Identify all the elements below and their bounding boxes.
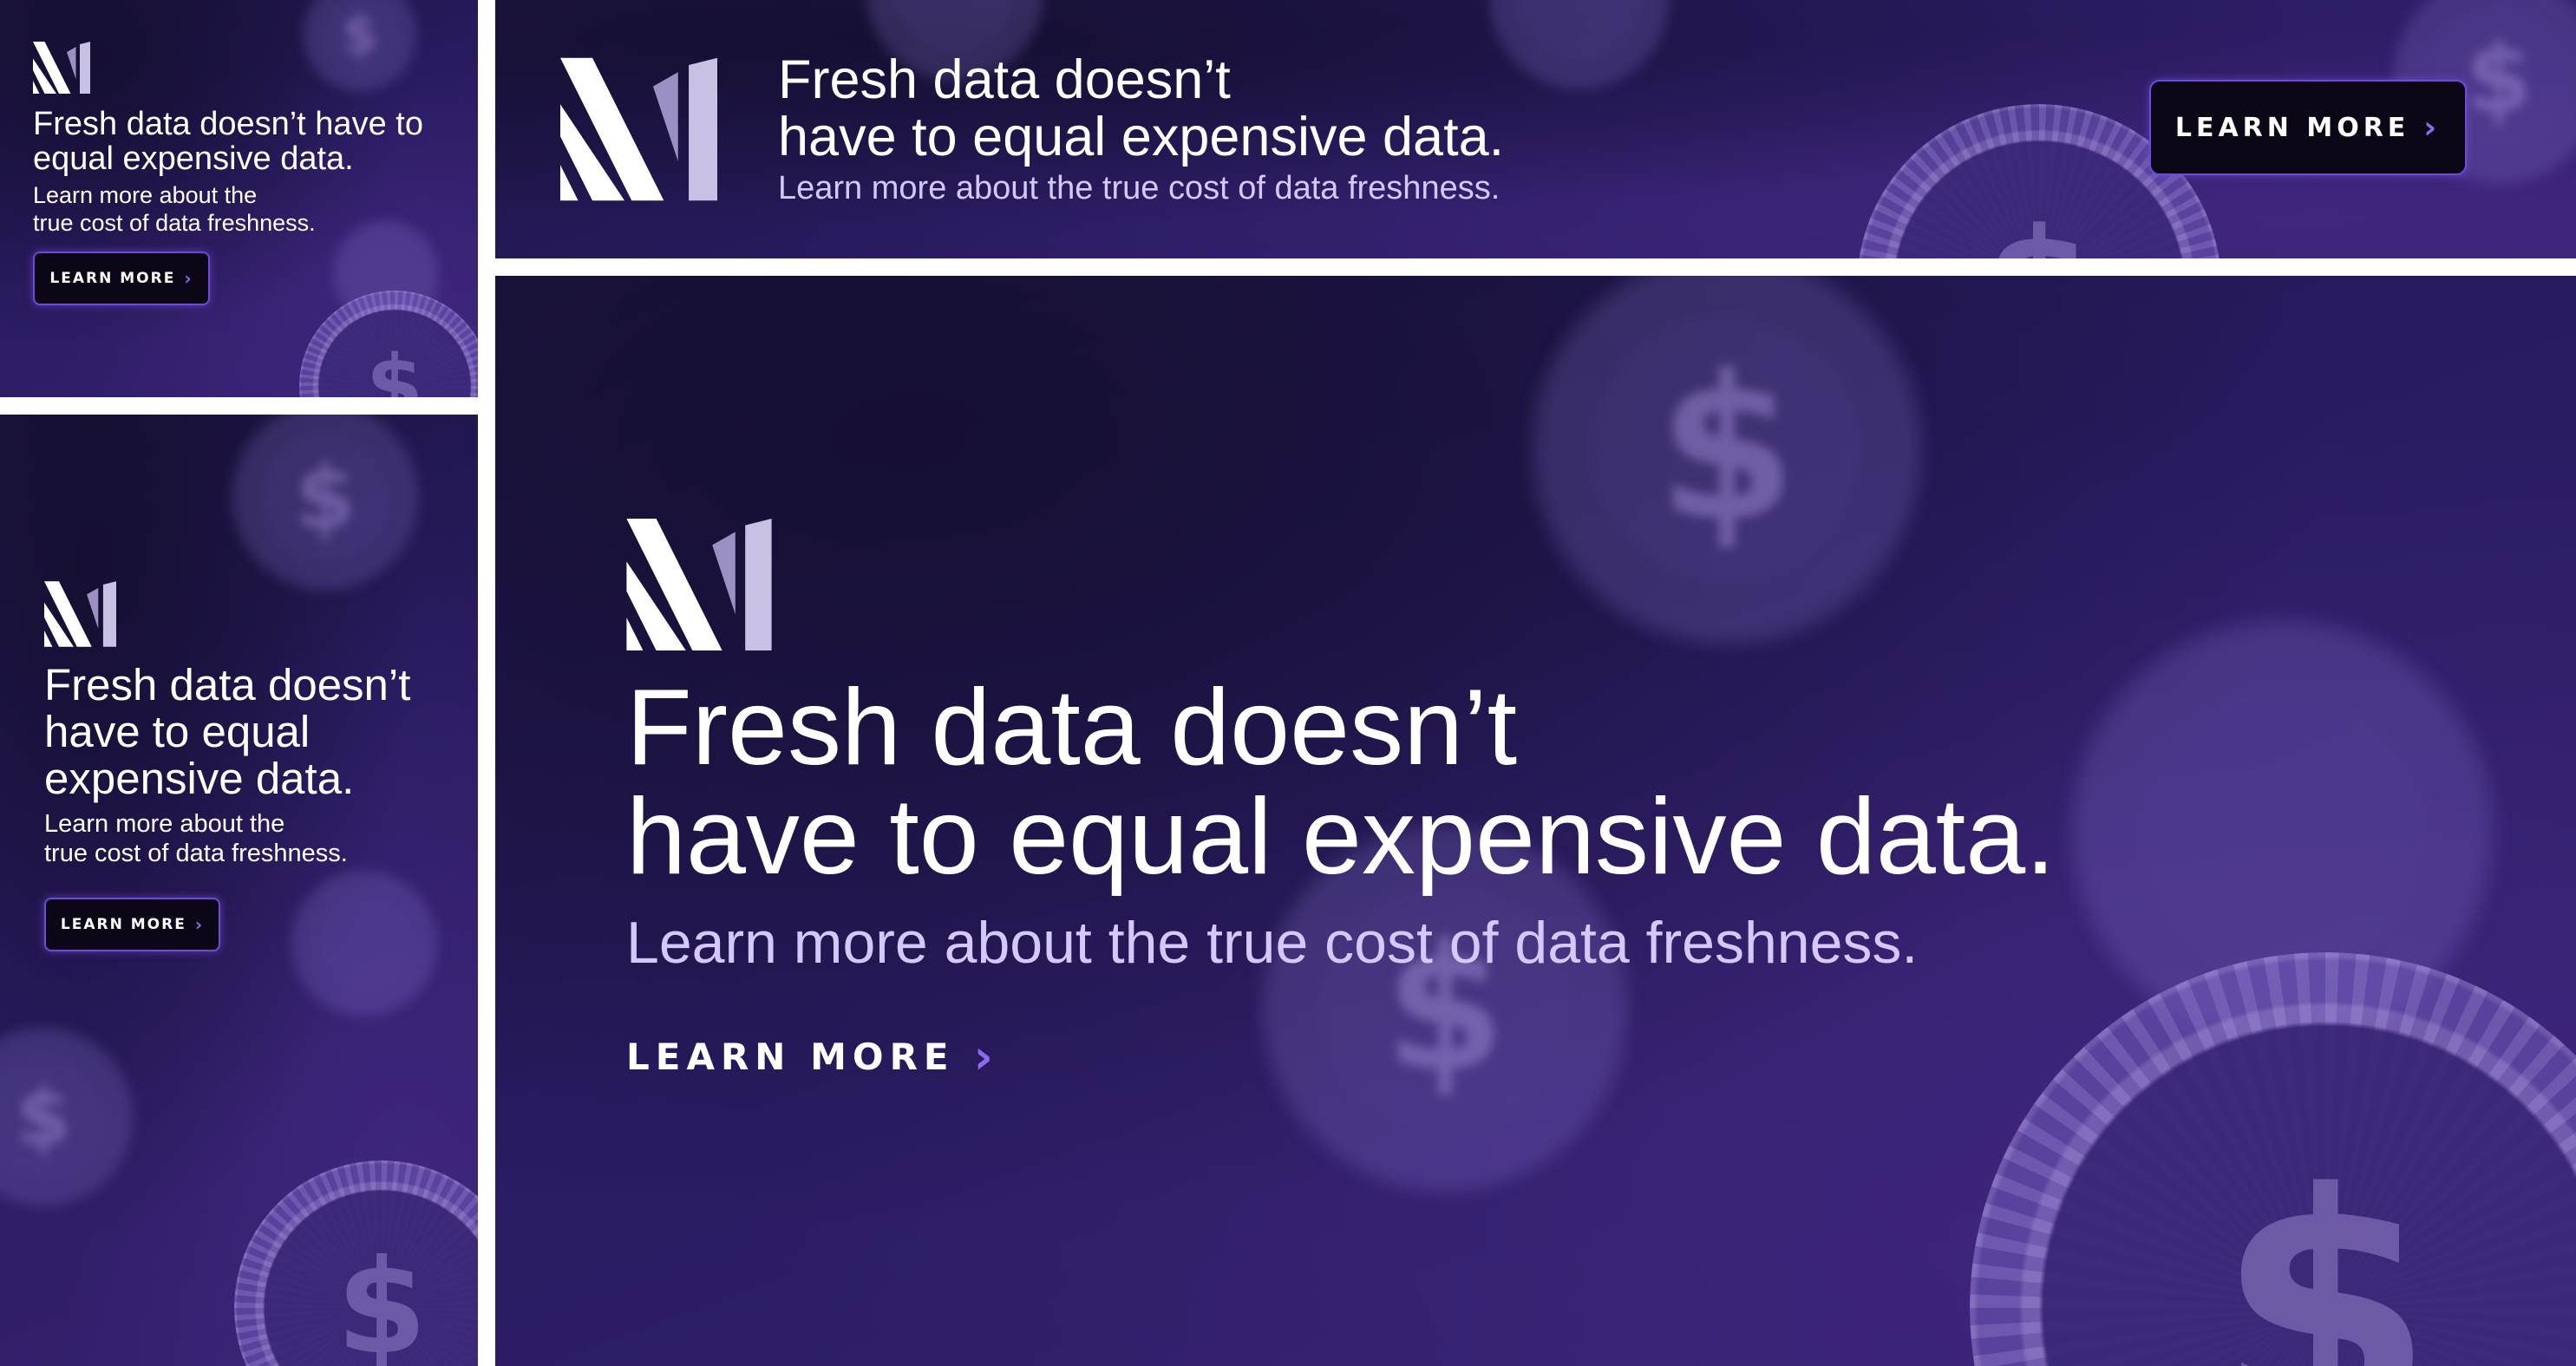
headline-line-2: equal expensive data.	[33, 141, 354, 177]
chevron-right-icon: ›	[2423, 109, 2442, 146]
headline-line-1: Fresh data doesn’t have to	[33, 106, 423, 142]
banner-large[interactable]: $ $ $ Fresh data doesn’t have to equal e…	[495, 276, 2576, 1366]
learn-more-label: LEARN MORE	[60, 916, 186, 933]
learn-more-label: LEARN MORE	[49, 270, 176, 287]
banner-skyscraper[interactable]: $ $ $ Fresh data doesn’t have to equal e…	[0, 415, 478, 1366]
subheadline: Learn more about the true cost of data f…	[626, 910, 1919, 976]
banner-leaderboard[interactable]: $ $ Fresh data doesn’t have to equal exp…	[495, 0, 2576, 258]
brand-logo-icon	[560, 57, 717, 201]
headline-line-2: have to equal	[44, 707, 311, 756]
coin-icon: $	[299, 291, 478, 397]
subheadline-line-2: true cost of data freshness.	[33, 210, 316, 236]
learn-more-label: LEARN MORE	[2174, 112, 2410, 143]
subheadline: Learn more about the true cost of data f…	[778, 170, 1500, 206]
learn-more-button[interactable]: LEARN MORE ›	[2149, 80, 2467, 175]
coin-icon: $	[1519, 276, 1935, 657]
headline-line-1: Fresh data doesn’t	[778, 49, 1231, 110]
coin-icon: $	[0, 1022, 139, 1212]
coin-icon	[1484, 0, 1675, 95]
headline-line-3: expensive data.	[44, 754, 355, 803]
subheadline-line-2: true cost of data freshness.	[44, 840, 348, 867]
subheadline-line-1: Learn more about the	[33, 182, 258, 208]
headline-line-2: have to equal expensive data.	[626, 777, 2056, 897]
coin-icon	[330, 217, 442, 330]
chevron-right-icon: ›	[184, 268, 193, 289]
coin-icon	[2056, 605, 2507, 1056]
coin-icon	[286, 866, 442, 1022]
coin-icon: $	[299, 0, 421, 95]
banner-square[interactable]: $ $ Fresh data doesn’t have to equal exp…	[0, 0, 478, 397]
learn-more-label: LEARN MORE	[626, 1035, 955, 1078]
subheadline-line-1: Learn more about the	[44, 810, 285, 838]
coin-icon: $	[234, 1160, 478, 1366]
learn-more-button[interactable]: LEARN MORE ›	[44, 898, 220, 951]
coin-icon: $	[226, 415, 425, 597]
headline-line-1: Fresh data doesn’t	[44, 660, 411, 709]
brand-logo-icon	[33, 42, 90, 94]
brand-logo-icon	[44, 581, 116, 647]
headline-line-1: Fresh data doesn’t	[626, 668, 1518, 788]
chevron-right-icon: ›	[194, 914, 205, 935]
headline-line-2: have to equal expensive data.	[778, 107, 1505, 167]
learn-more-button[interactable]: LEARN MORE ›	[33, 252, 210, 305]
coin-icon: $	[1970, 952, 2576, 1366]
brand-logo-icon	[626, 519, 772, 650]
learn-more-link[interactable]: LEARN MORE ›	[626, 1029, 999, 1084]
chevron-right-icon: ›	[973, 1029, 999, 1084]
